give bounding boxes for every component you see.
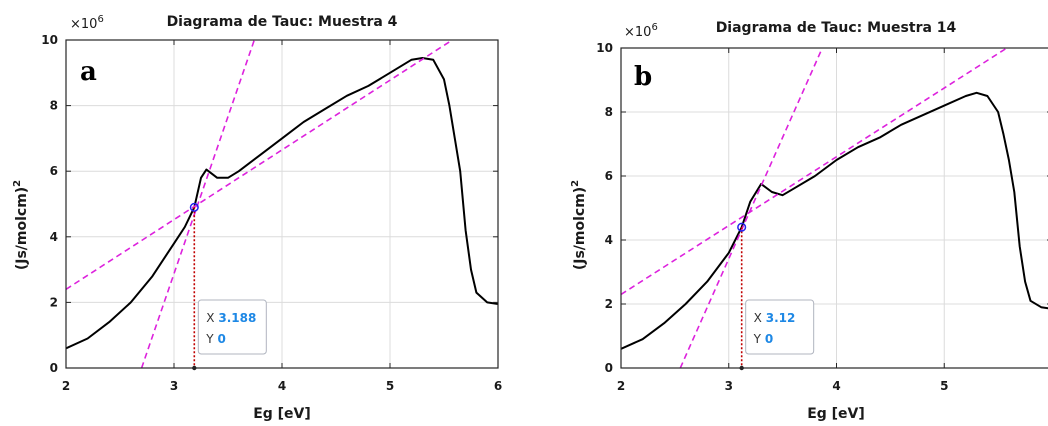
datatip[interactable]: X 3.12Y 0	[745, 299, 815, 355]
x-tick-label: 5	[386, 379, 394, 393]
series-group	[66, 40, 498, 368]
y-multiplier-base: ×10	[624, 25, 651, 40]
datatip-x-key: X	[206, 311, 218, 325]
panel-a: Diagrama de Tauc: Muestra 4 ×106 (Js/mol…	[12, 14, 502, 422]
y-axis-label-sup: 2	[12, 180, 23, 187]
datatip-y-row: Y 0	[753, 332, 774, 346]
y-multiplier: ×106	[70, 14, 104, 32]
y-tick-label: 2	[605, 297, 613, 311]
plot-background	[621, 48, 1048, 368]
x-tick-label: 4	[832, 379, 840, 393]
y-axis-label: (Js/molcm)2	[12, 180, 30, 270]
intersection-marker[interactable]	[189, 202, 199, 212]
x-tick-label: 3	[725, 379, 733, 393]
y-multiplier-base: ×10	[70, 17, 97, 32]
x-tick-label: 5	[940, 379, 948, 393]
x-tick-label: 3	[170, 379, 178, 393]
y-axis-label-sup: 2	[570, 180, 581, 187]
chart-title: Diagrama de Tauc: Muestra 4	[167, 14, 398, 30]
chart-title: Diagrama de Tauc: Muestra 14	[716, 20, 957, 36]
datatip-x-value: 3.12	[766, 311, 796, 325]
datatip-y-value: 0	[765, 332, 773, 346]
datatip-box	[745, 299, 815, 355]
x-tick-label: 4	[278, 379, 286, 393]
y-tick-label: 0	[605, 361, 613, 375]
panel-b: Diagrama de Tauc: Muestra 14 ×106 (Js/mo…	[570, 20, 1048, 422]
y-tick-label: 4	[50, 230, 58, 244]
y-tick-label: 10	[41, 33, 58, 47]
y-tick-label: 6	[605, 169, 613, 183]
tauc-curve	[621, 91, 1048, 350]
intersection-marker[interactable]	[737, 222, 747, 232]
y-tick-label: 8	[605, 105, 613, 119]
y-axis-label-text: (Js/molcm)	[14, 187, 30, 270]
y-tick-label: 4	[605, 233, 613, 247]
datatip-y-row: Y 0	[205, 332, 226, 346]
y-tick-label: 0	[50, 361, 58, 375]
tauc-curve	[66, 57, 498, 350]
y-axis-label: (Js/molcm)2	[570, 180, 588, 270]
y-multiplier-exponent: 6	[97, 14, 103, 25]
panel-letter: a	[80, 57, 97, 87]
x-axis-label: Eg [eV]	[253, 406, 311, 422]
y-multiplier: ×106	[624, 22, 658, 40]
y-axis-label-text: (Js/molcm)	[572, 187, 588, 270]
y-multiplier-exponent: 6	[651, 22, 657, 33]
series-group	[621, 48, 1048, 368]
tangent-line	[621, 48, 1009, 296]
datatip-y-key: Y	[205, 332, 217, 346]
y-tick-label: 2	[50, 295, 58, 309]
datatip-x-key: X	[754, 311, 766, 325]
datatip-box	[197, 299, 267, 355]
tangent-line	[679, 48, 824, 368]
panel-letter: b	[634, 62, 652, 92]
datatip-y-key: Y	[753, 332, 765, 346]
x-tick-label: 6	[494, 379, 502, 393]
x-tick-label: 2	[617, 379, 625, 393]
datatip-y-value: 0	[217, 332, 225, 346]
datatip-x-row: X 3.12	[754, 311, 796, 325]
y-tick-label: 8	[50, 99, 58, 113]
datatip-x-row: X 3.188	[206, 311, 256, 325]
x-tick-label: 2	[62, 379, 70, 393]
y-tick-label: 6	[50, 164, 58, 178]
tangent-line	[66, 40, 454, 290]
tangent-line	[140, 40, 256, 368]
x-axis-label: Eg [eV]	[807, 406, 865, 422]
y-tick-label: 10	[596, 41, 613, 55]
datatip-x-value: 3.188	[218, 311, 256, 325]
